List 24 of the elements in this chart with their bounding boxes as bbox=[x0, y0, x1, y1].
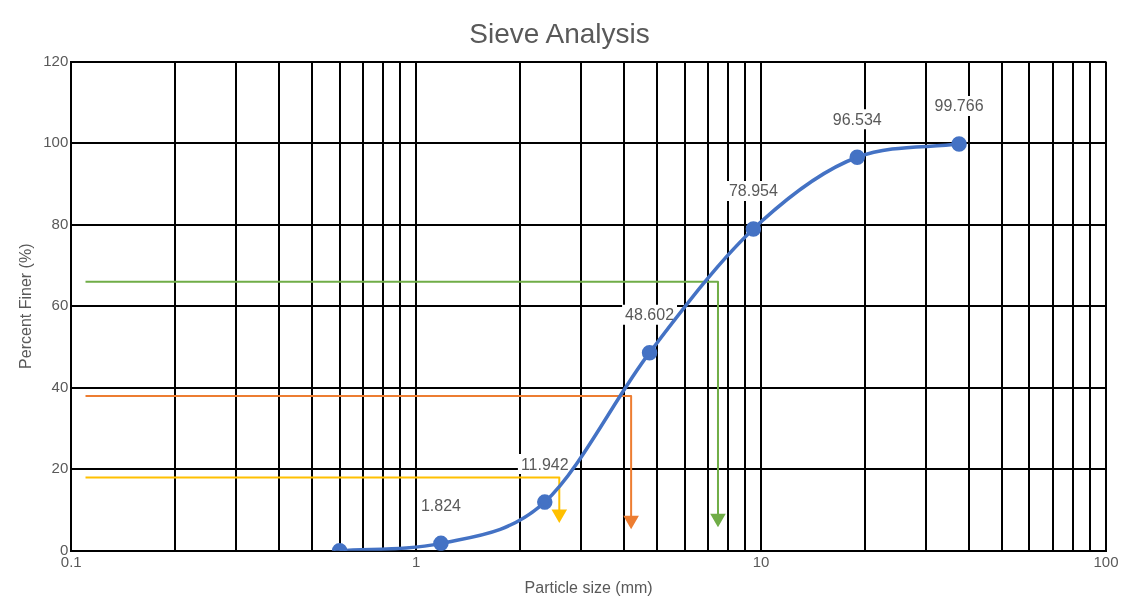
point bbox=[641, 344, 658, 361]
x-tick-label: 1 bbox=[411, 552, 421, 570]
data-label: 99.766 bbox=[934, 97, 984, 115]
y-tick-label: 120 bbox=[43, 51, 69, 69]
data-label: 11.942 bbox=[520, 455, 569, 473]
y-tick-label: 100 bbox=[43, 133, 69, 151]
x-tick-label: 10 bbox=[752, 552, 770, 570]
y-axis-title: Percent Finer (%) bbox=[17, 243, 35, 369]
x-axis-title: Particle size (mm) bbox=[524, 578, 653, 596]
y-tick-label: 40 bbox=[51, 377, 69, 395]
y-tick-label: 20 bbox=[51, 459, 69, 477]
y-tick-label: 80 bbox=[51, 214, 69, 232]
point bbox=[745, 221, 762, 237]
data-label: 1.824 bbox=[420, 496, 462, 514]
point bbox=[537, 494, 553, 510]
data-label: 48.602 bbox=[625, 306, 675, 324]
y-tick-label: 60 bbox=[51, 296, 69, 314]
point bbox=[951, 136, 967, 152]
point bbox=[849, 149, 865, 166]
data-label: 96.534 bbox=[832, 110, 882, 128]
x-tick-label: 100 bbox=[1093, 552, 1119, 570]
point bbox=[433, 535, 449, 551]
data-label: 78.954 bbox=[728, 182, 778, 200]
chart-title: Sieve Analysis bbox=[469, 17, 650, 49]
